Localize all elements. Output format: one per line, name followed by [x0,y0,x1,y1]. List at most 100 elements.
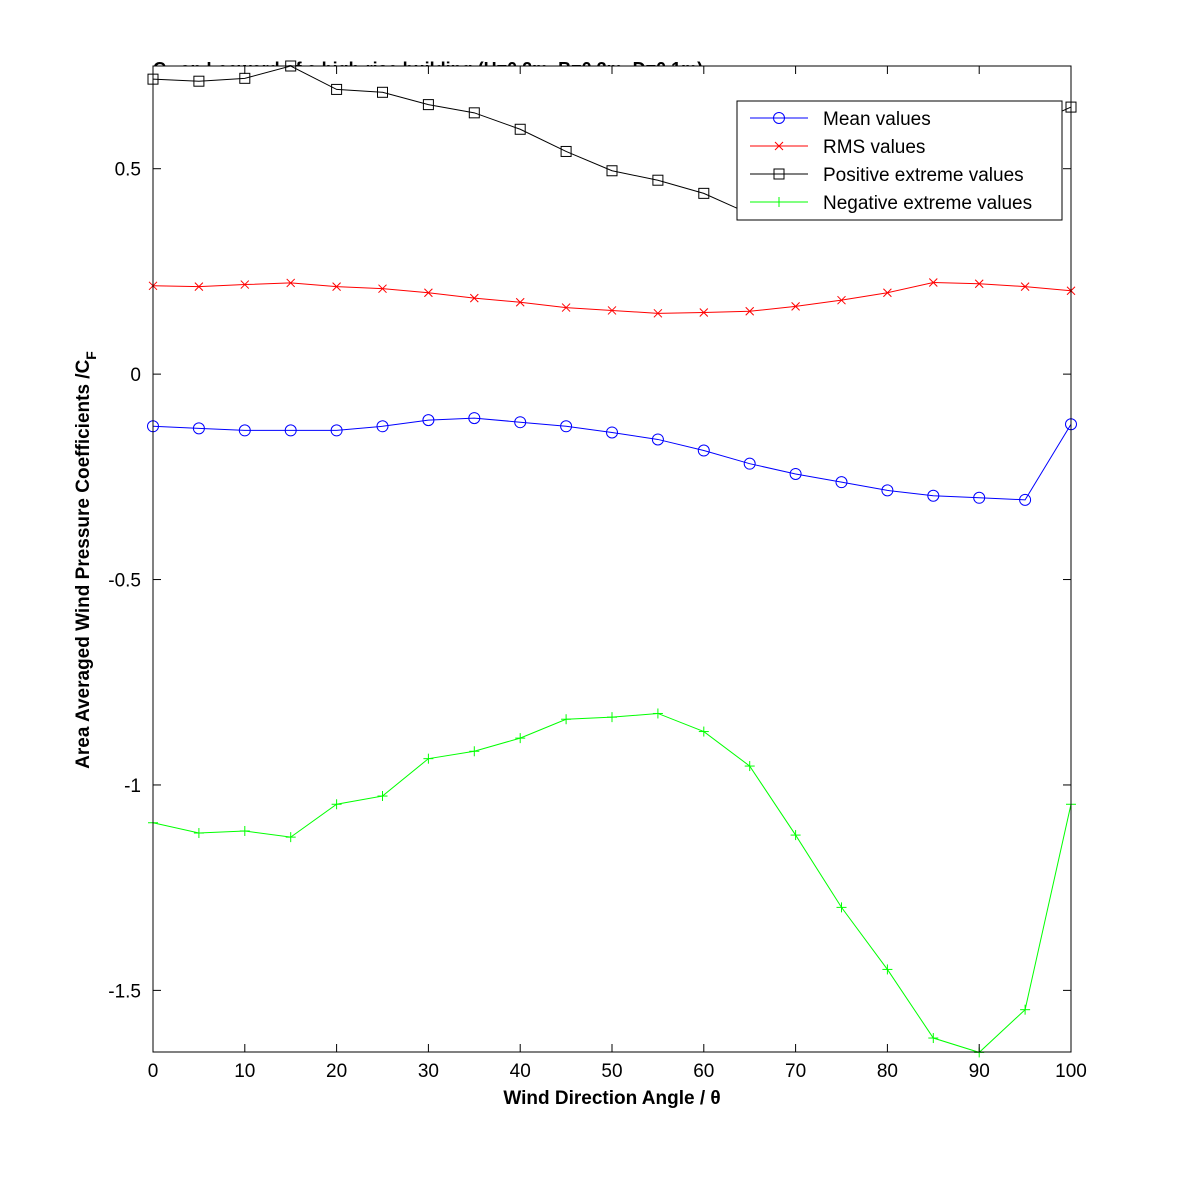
data-point [514,123,526,135]
y-axis-title: Area Averaged Wind Pressure Coefficients… [73,351,99,769]
x-tick-label: 100 [1055,1061,1087,1082]
y-axis-title-main: Area Averaged Wind Pressure Coefficients… [73,359,94,768]
series-2 [148,278,1076,318]
data-point [286,278,296,288]
y-tick-label: -0.5 [108,571,141,592]
x-tick-label: 80 [877,1061,898,1082]
series-4 [148,708,1076,1058]
data-point [330,424,343,437]
data-point [422,99,434,111]
y-axis-title-sub: F [83,351,99,360]
data-point [697,444,710,457]
data-point [837,295,846,305]
data-point [881,484,894,497]
data-point [378,284,387,294]
data-point [606,165,618,177]
x-tick-label: 60 [693,1061,714,1082]
data-point [928,278,938,287]
legend-label: Mean values [823,109,931,130]
legend-item: RMS values [750,137,925,158]
data-point [789,467,802,480]
x-tick-label: 70 [785,1061,806,1082]
data-point [606,426,618,439]
data-point [514,416,527,429]
data-point [192,422,205,435]
data-point [651,433,664,446]
series-1 [147,412,1077,506]
data-point [790,830,801,841]
data-point [422,414,435,427]
data-point [377,791,388,802]
data-point [285,832,296,843]
x-tick-label: 0 [148,1061,159,1082]
data-point [284,424,297,437]
legend-item: Mean values [750,109,931,130]
data-point [607,712,617,723]
y-tick-label: 0 [130,365,141,386]
legend-marker [774,141,784,151]
data-point [1019,493,1032,506]
data-point [468,107,480,119]
legend-item: Negative extreme values [750,193,1032,214]
data-point [652,174,664,186]
data-point [1020,282,1030,291]
data-point [424,288,433,298]
x-tick-label: 20 [326,1061,347,1082]
data-point [699,308,709,317]
data-point [423,753,434,764]
data-point [883,288,892,298]
data-point [376,420,389,433]
x-tick-label: 10 [234,1061,255,1082]
legend: Mean values RMS values Positive extreme va… [736,100,1063,221]
legend-items: Mean values RMS values Positive extreme va… [750,109,1032,214]
data-point [194,282,204,291]
data-point [468,412,481,425]
data-point [469,293,479,303]
series-layer [147,60,1077,1058]
legend-label: Negative extreme values [823,193,1032,214]
data-point [835,476,848,489]
data-point [653,308,663,318]
data-point [791,301,800,311]
data-point [560,420,573,433]
data-point [331,799,342,810]
legend-marker [773,112,785,124]
data-point [652,708,663,719]
legend-marker [774,197,784,207]
data-point [745,306,755,316]
data-point [928,1033,939,1044]
legend-marker [773,168,785,180]
data-point [974,279,984,289]
data-point [1020,1004,1031,1015]
data-point [836,902,847,913]
x-tick-label: 40 [510,1061,531,1082]
data-point [927,489,940,502]
data-point [743,457,756,470]
x-axis-title: Wind Direction Angle / θ [503,1088,720,1109]
series-line [152,417,1072,501]
data-point [238,424,251,437]
data-point [515,297,525,307]
data-point [561,714,572,725]
x-tick-label: 50 [601,1061,622,1082]
legend-box [736,100,1063,221]
data-point [744,761,755,772]
data-point [332,282,341,291]
legend-item: Positive extreme values [750,165,1024,186]
y-tick-label: 0.5 [115,160,141,181]
data-point [561,303,571,312]
data-point [698,187,710,199]
data-point [698,726,709,737]
data-point [560,145,572,157]
legend-label: RMS values [823,137,925,158]
y-tick-label: -1.5 [108,981,141,1002]
data-point [193,75,205,87]
data-point [607,306,617,315]
data-point [377,86,388,98]
data-point [331,83,343,95]
y-tick-label: -1 [124,776,141,797]
data-point [882,964,893,975]
plot-area [153,66,1071,1052]
axes-layer: 0 10 20 30 40 50 60 70 80 90 100 -1.5 -1 -0.5 0 0.5 [108,65,1087,1082]
